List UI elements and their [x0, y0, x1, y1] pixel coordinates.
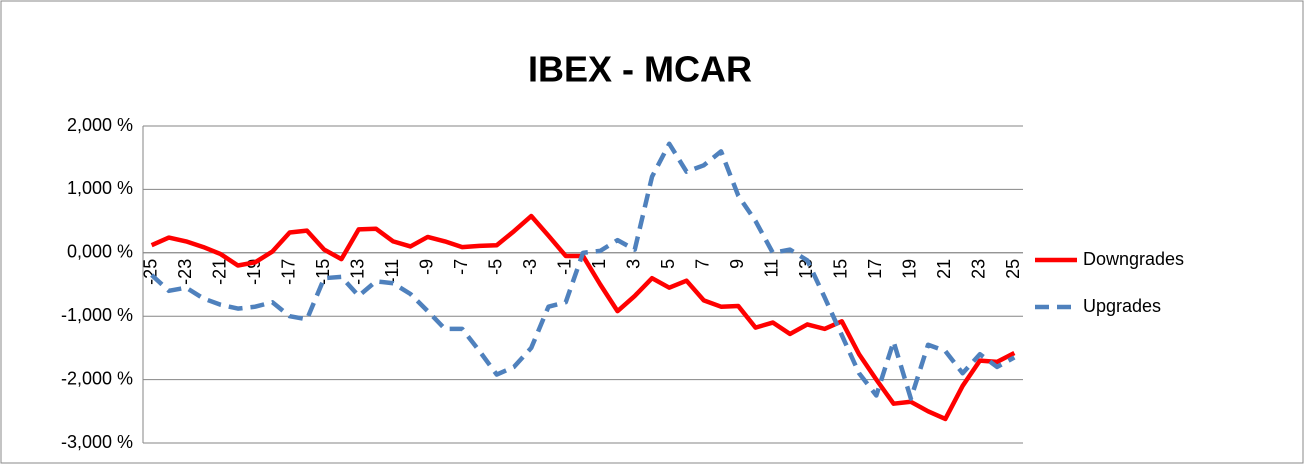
x-tick-label: -23 [175, 259, 195, 285]
x-tick-label: -21 [209, 259, 229, 285]
x-tick-label: 7 [693, 259, 713, 269]
series-line [150, 141, 1016, 401]
y-tick-label: 0,000 % [67, 242, 133, 262]
x-tick-label: 9 [727, 259, 747, 269]
x-tick-label: -11 [382, 259, 402, 284]
x-tick-label: 21 [934, 259, 954, 279]
x-tick-label: 1 [589, 259, 609, 269]
x-tick-label: -7 [451, 259, 471, 275]
y-tick-label: 2,000 % [67, 115, 133, 135]
x-tick-label: 11 [762, 259, 782, 278]
chart-title: IBEX - MCAR [528, 49, 752, 90]
y-tick-label: -2,000 % [61, 368, 133, 388]
x-tick-label: 25 [1003, 259, 1023, 279]
y-tick-label: -1,000 % [61, 305, 133, 325]
y-tick-label: -3,000 % [61, 432, 133, 452]
x-tick-label: -15 [313, 259, 333, 285]
x-tick-label: 5 [658, 259, 678, 269]
x-tick-label: 15 [831, 259, 851, 279]
legend-label: Downgrades [1083, 249, 1184, 269]
x-tick-label: -13 [347, 259, 367, 285]
x-tick-label: -9 [416, 259, 436, 275]
x-tick-label: -3 [520, 259, 540, 275]
y-tick-label: 1,000 % [67, 178, 133, 198]
x-tick-label: 19 [900, 259, 920, 279]
x-tick-label: -17 [278, 259, 298, 285]
x-tick-label: 17 [865, 259, 885, 279]
legend-label: Upgrades [1083, 296, 1161, 316]
x-tick-label: -1 [554, 259, 574, 275]
x-tick-label: -5 [485, 259, 505, 275]
x-tick-label: 23 [969, 259, 989, 279]
x-tick-label: 3 [624, 259, 644, 269]
